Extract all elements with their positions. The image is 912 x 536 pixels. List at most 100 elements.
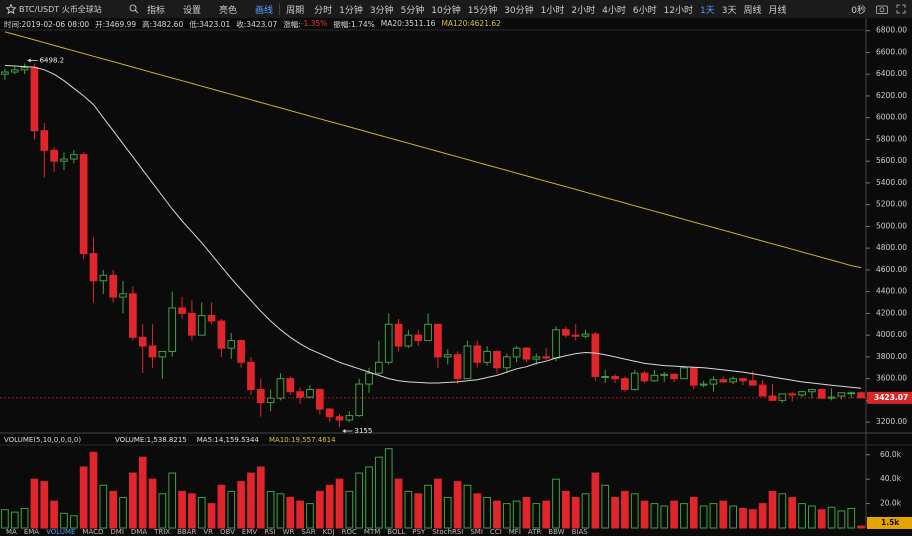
period-button[interactable]: 30分钟 (504, 5, 534, 16)
star-icon[interactable] (6, 4, 16, 14)
indicator-tab[interactable]: OBV (220, 528, 235, 536)
period-button[interactable]: 1分钟 (339, 5, 363, 16)
indicator-tab[interactable]: CCI (489, 528, 502, 536)
y-tick-label: 4600.00 (876, 265, 907, 274)
period-button[interactable]: 周线 (743, 5, 762, 16)
indicator-tab[interactable]: BIAS (571, 528, 588, 536)
y-tick-label: 5200.00 (876, 200, 907, 209)
volume-bar (680, 503, 688, 529)
y-tick-label: 20.0k (880, 499, 902, 508)
indicator-tab[interactable]: ATR (527, 528, 542, 536)
indicator-tab[interactable]: WR (282, 528, 295, 536)
ma-line (4, 65, 862, 389)
y-tick-label: 6800.00 (876, 26, 907, 35)
indicator-tab[interactable]: RSI (264, 528, 276, 536)
period-button[interactable]: 10分钟 (431, 5, 461, 16)
volume-bar (217, 484, 226, 529)
camera-icon[interactable] (876, 4, 888, 14)
candle-body (748, 380, 757, 386)
indicator-tab[interactable]: MFI (508, 528, 521, 536)
candle-body (315, 389, 324, 410)
tool-button[interactable]: 设置 (183, 5, 202, 16)
period-button[interactable]: 5分钟 (400, 5, 425, 16)
current-volume-label: 1.5k (881, 518, 900, 527)
y-tick-label: 5800.00 (876, 134, 907, 143)
period-button[interactable]: 1天 (700, 5, 715, 16)
symbol[interactable]: BTC/USDT 火币全球站 (19, 4, 102, 14)
indicator-tab[interactable]: DMA (130, 528, 148, 536)
candle-body (335, 416, 344, 421)
indicator-tab[interactable]: VR (203, 528, 214, 536)
candle-body (10, 69, 19, 73)
volume-bar (188, 493, 196, 529)
period-button[interactable]: 12小时 (663, 5, 694, 16)
current-volume-box (867, 517, 912, 529)
indicator-tab[interactable]: BBW (548, 528, 565, 536)
indicator-tab[interactable]: MTM (363, 528, 381, 536)
volume-bar (50, 500, 58, 529)
volume-bar (493, 500, 501, 529)
indicator-tab[interactable]: EMV (241, 528, 258, 536)
candle-body (404, 334, 413, 347)
indicator-tab[interactable]: PSY (412, 528, 426, 536)
candle-body (276, 378, 285, 399)
candle-body (345, 415, 354, 421)
volume-bar (266, 490, 275, 529)
tool-button[interactable]: 亮色 (219, 5, 238, 16)
last-price-label: 3423.07 (874, 393, 908, 402)
candle-body (148, 345, 157, 358)
indicator-tab[interactable]: ROC (341, 528, 357, 536)
period-button[interactable]: 1小时 (540, 5, 565, 16)
volume-bar (20, 507, 29, 529)
indicator-tab[interactable]: BBAR (177, 528, 197, 536)
tool-button[interactable]: 指标 (147, 5, 166, 16)
volume-bar (207, 503, 216, 529)
period-button[interactable]: 6小时 (632, 5, 657, 16)
volume-bar (552, 478, 560, 529)
candle-body (119, 293, 127, 298)
period-button[interactable]: 2小时 (571, 5, 596, 16)
volume-bar (434, 478, 442, 529)
y-tick-label: 6400.00 (876, 69, 907, 78)
candle-body (857, 392, 865, 399)
candle-body (414, 334, 423, 342)
candle-body (424, 323, 432, 342)
indicator-tab[interactable]: VOLUME (46, 528, 76, 536)
period-button[interactable]: 15分钟 (467, 5, 498, 16)
tool-button[interactable]: 画线 (255, 5, 274, 16)
volume-bar (532, 503, 541, 529)
period-button[interactable]: 分时 (314, 5, 333, 16)
period-button[interactable]: 3分钟 (369, 5, 394, 16)
period-button[interactable]: 4小时 (602, 5, 626, 16)
y-tick-label: 3600.00 (876, 374, 907, 383)
candle-body (453, 354, 462, 380)
candle-body (266, 397, 275, 404)
period-button[interactable]: 月线 (768, 5, 787, 16)
volume-bar (650, 503, 659, 529)
fullscreen-icon[interactable] (896, 4, 906, 14)
indicator-tab[interactable]: StochRSI (432, 528, 464, 536)
indicator-tab[interactable]: MA (6, 528, 17, 536)
candle-body (571, 334, 580, 337)
indicator-tab[interactable]: SAR (301, 528, 316, 536)
candle-body (158, 350, 167, 358)
period-button[interactable]: 3天 (721, 5, 737, 16)
y-tick-label: 60.0k (880, 450, 902, 459)
candle-body (817, 389, 826, 399)
search-icon[interactable] (129, 4, 139, 14)
candle-body (719, 379, 728, 383)
indicator-tab[interactable]: TRIX (154, 528, 171, 536)
candle-body (247, 361, 255, 391)
volume-bar (699, 505, 708, 529)
indicator-tab[interactable]: BOLL (387, 528, 406, 536)
period-label[interactable]: 周期 (286, 5, 305, 16)
indicator-tab[interactable]: DMI (110, 528, 124, 536)
y-tick-label: 3200.00 (876, 417, 907, 426)
indicator-tab[interactable]: KDJ (322, 528, 335, 536)
indicator-tab[interactable]: SMI (470, 528, 483, 536)
indicator-tab[interactable]: EMA (23, 528, 40, 536)
indicator-tab[interactable]: MACD (82, 528, 104, 536)
candle-body (237, 340, 245, 363)
marker-arrow-head (27, 58, 31, 63)
candle-body (286, 378, 295, 393)
